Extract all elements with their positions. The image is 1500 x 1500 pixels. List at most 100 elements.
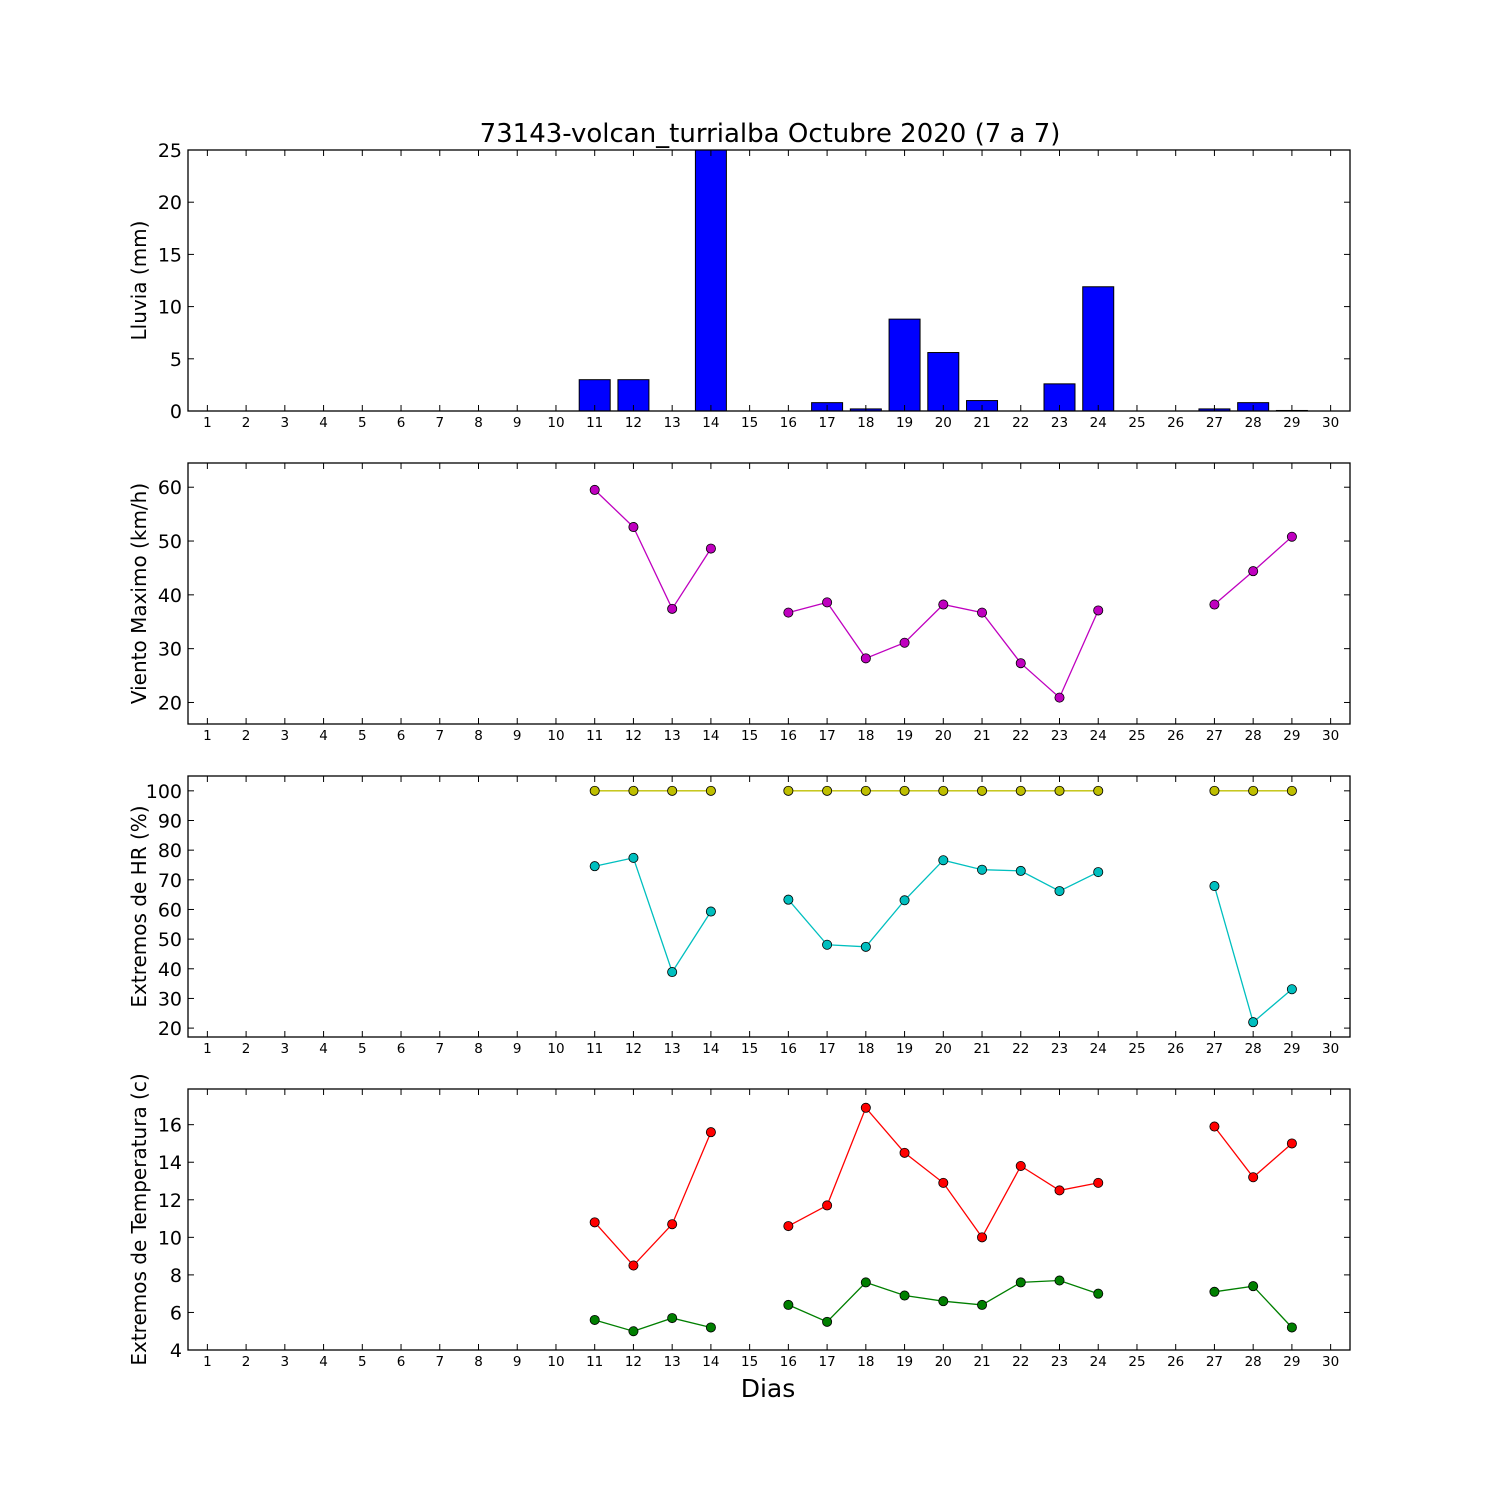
data-point (1248, 1281, 1259, 1292)
data-point (1248, 566, 1259, 577)
y-tick-label: 50 (158, 531, 182, 553)
x-tick-label: 23 (1051, 1041, 1068, 1057)
data-point (977, 607, 988, 618)
x-tick-label: 12 (625, 1041, 642, 1057)
rain-bar (927, 352, 960, 411)
data-point (1093, 605, 1104, 616)
x-tick-label: 1 (203, 1354, 212, 1370)
data-point (1209, 785, 1220, 796)
data-point (822, 597, 833, 608)
x-tick-label: 30 (1322, 1354, 1339, 1370)
data-point (938, 1296, 949, 1307)
x-tick-label: 28 (1245, 728, 1262, 744)
y-tick-label: 6 (170, 1302, 182, 1324)
x-tick-label: 16 (780, 728, 797, 744)
data-point (667, 785, 678, 796)
x-tick-label: 25 (1128, 728, 1145, 744)
y-axis-label: Extremos de HR (%) (127, 805, 151, 1007)
subplot-1: 1 2 3 4 5 6 7 8 9 10 11 12 13 14 15 16 17 18 19 20 21 22 23 24 2… (127, 140, 1351, 431)
axes-frame (187, 1088, 1351, 1351)
data-point (1286, 531, 1297, 542)
series-line-1 (594, 1131, 712, 1267)
data-point (705, 785, 716, 796)
x-tick-label: 22 (1012, 1354, 1029, 1370)
x-tick-label: 20 (935, 728, 952, 744)
data-point (705, 1322, 716, 1333)
series-line-1 (788, 1106, 1099, 1239)
x-tick-label: 16 (780, 1354, 797, 1370)
data-point (1248, 1172, 1259, 1183)
x-tick-label: 11 (586, 1041, 603, 1057)
data-point (705, 543, 716, 554)
data-point (938, 855, 949, 866)
x-tick-label: 9 (513, 1041, 522, 1057)
y-tick-label: 15 (158, 244, 182, 266)
x-tick-label: 11 (586, 415, 603, 431)
x-tick-label: 24 (1090, 1354, 1107, 1370)
x-tick-label: 14 (702, 728, 719, 744)
data-point (938, 785, 949, 796)
x-tick-label: 3 (281, 1041, 290, 1057)
plot-area (578, 150, 1308, 411)
x-tick-label: 28 (1245, 1354, 1262, 1370)
x-tick-label: 10 (547, 728, 564, 744)
x-tick-label: 21 (973, 1354, 990, 1370)
y-tick-label: 60 (158, 477, 182, 499)
data-point (1015, 1160, 1026, 1171)
data-point (1209, 1121, 1220, 1132)
y-tick-label: 30 (158, 988, 182, 1010)
data-point (1015, 865, 1026, 876)
x-tick-label: 15 (741, 1354, 758, 1370)
data-point (783, 1221, 794, 1232)
series-line-2 (1213, 885, 1293, 1024)
data-point (1286, 1138, 1297, 1149)
x-tick-label: 20 (935, 1354, 952, 1370)
series-line-1 (594, 489, 712, 611)
data-point (783, 785, 794, 796)
x-tick-label: 3 (281, 1354, 290, 1370)
x-tick-label: 21 (973, 1041, 990, 1057)
data-point (1093, 867, 1104, 878)
series-line-1 (1213, 1126, 1293, 1179)
x-tick-label: 29 (1283, 415, 1300, 431)
x-tick-label: 10 (547, 1354, 564, 1370)
data-point (667, 967, 678, 978)
x-tick-label: 10 (547, 1041, 564, 1057)
x-tick-label: 4 (319, 1041, 328, 1057)
data-point (589, 1217, 600, 1228)
data-point (899, 895, 910, 906)
x-tick-label: 24 (1090, 728, 1107, 744)
data-point (899, 1147, 910, 1158)
series-line-2 (1214, 1285, 1293, 1328)
data-point (938, 599, 949, 610)
x-tick-label: 19 (896, 415, 913, 431)
x-tick-label: 26 (1167, 728, 1184, 744)
rain-bar (1082, 286, 1115, 411)
x-tick-label: 5 (358, 1041, 367, 1057)
x-tick-label: 20 (935, 415, 952, 431)
data-point (1209, 1286, 1220, 1297)
data-point (860, 1277, 871, 1288)
data-point (899, 1290, 910, 1301)
subplot-4: 1 2 3 4 5 6 7 8 9 10 11 12 13 14 15 16 17 18 19 20 21 22 23 24 2… (127, 1073, 1351, 1370)
x-tick-label: 27 (1206, 415, 1223, 431)
data-point (1015, 658, 1026, 669)
x-tick-label: 2 (242, 1041, 251, 1057)
x-tick-label: 27 (1206, 1354, 1223, 1370)
x-tick-label: 21 (973, 728, 990, 744)
x-tick-label: 18 (857, 415, 874, 431)
y-tick-label: 16 (158, 1115, 182, 1137)
subplot-2: 1 2 3 4 5 6 7 8 9 10 11 12 13 14 15 16 17 18 19 20 21 22 23 24 2… (127, 462, 1351, 744)
plot-area (589, 785, 1297, 1028)
data-point (822, 1316, 833, 1327)
x-tick-label: 19 (896, 1041, 913, 1057)
y-tick-label: 20 (158, 192, 182, 214)
x-tick-label: 29 (1283, 1041, 1300, 1057)
x-tick-label: 17 (819, 728, 836, 744)
x-tick-label: 4 (319, 1354, 328, 1370)
data-point (822, 939, 833, 950)
x-tick-label: 2 (242, 1354, 251, 1370)
axes-frame (187, 775, 1351, 1038)
x-tick-label: 24 (1090, 415, 1107, 431)
